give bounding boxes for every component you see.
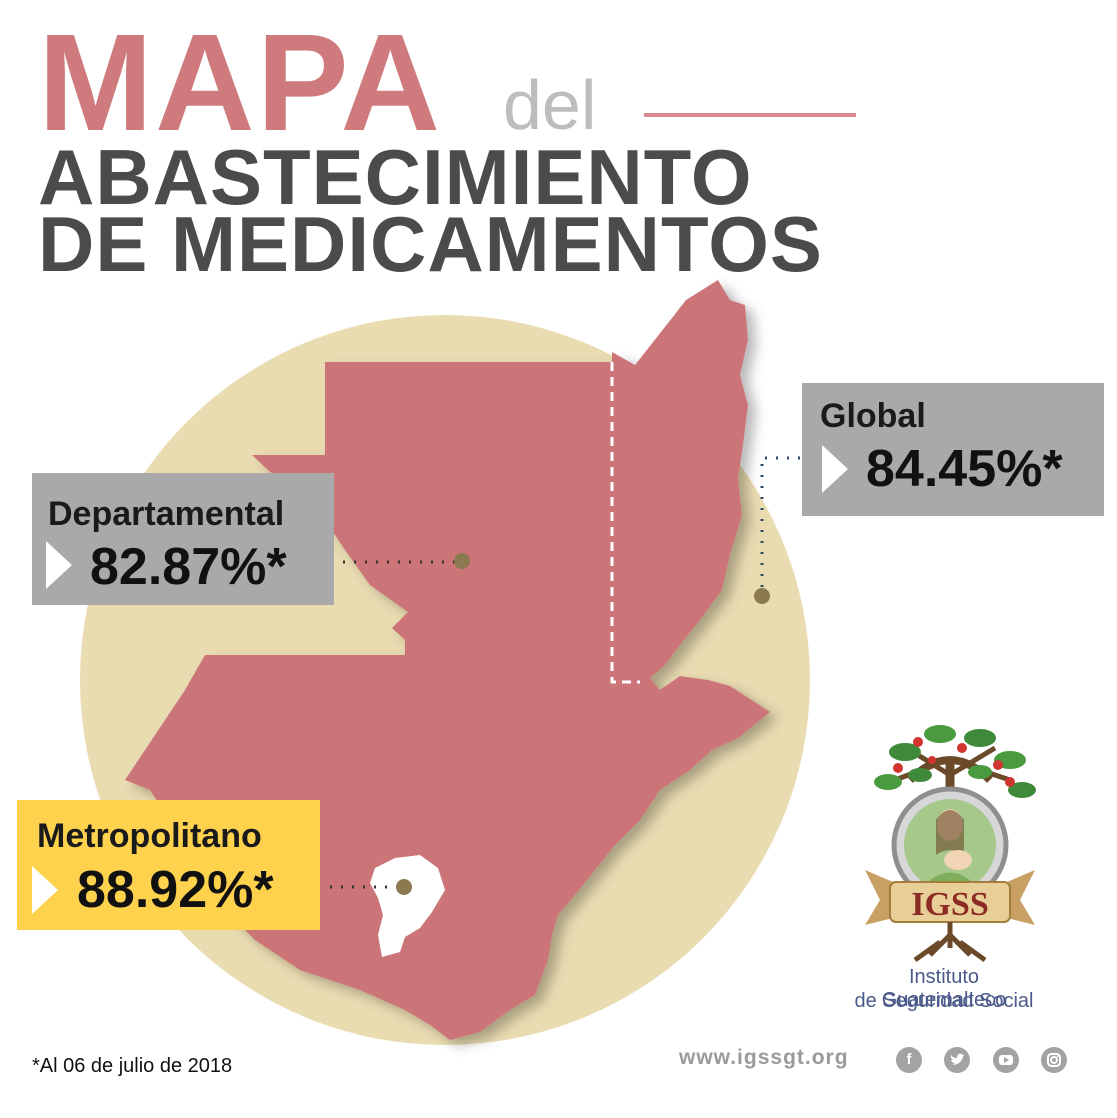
global-box: Global 84.45%* [802,383,1104,516]
departamental-marker [454,553,470,569]
metropolitano-box: Metropolitano 88.92%* [17,800,320,930]
global-label: Global [820,397,926,435]
title-decorative-line [644,113,856,117]
institution-name-line2: de Seguridad Social [854,990,1034,1012]
facebook-icon[interactable]: f [896,1047,922,1073]
tree-roots-icon [913,922,987,963]
title-de-medicamentos: DE MEDICAMENTOS [38,200,823,288]
institution-name-line1: Instituto Guatemalteco [881,966,1007,1011]
title-del: del [503,66,597,144]
play-triangle-icon [32,866,58,914]
title-mapa: MAPA [38,6,443,160]
dashed-divider [610,362,640,684]
departamental-box: Departamental 82.87%* [32,473,334,605]
play-triangle-icon [46,541,72,589]
metropolitano-value: 88.92%* [77,861,274,919]
igss-logo: IGSS [865,725,1036,963]
metropolitan-area [370,855,445,957]
instagram-icon[interactable] [1041,1047,1067,1073]
title-abastecimiento: ABASTECIMIENTO [38,133,753,221]
departamental-label: Departamental [48,495,285,533]
footnote-date: *Al 06 de julio de 2018 [32,1055,233,1077]
youtube-icon[interactable] [993,1047,1019,1073]
website-link[interactable]: www.igssgt.org [679,1046,849,1069]
twitter-icon[interactable] [944,1047,970,1073]
metropolitano-label: Metropolitano [37,817,262,855]
play-triangle-icon [822,445,848,493]
departamental-value: 82.87%* [90,538,287,596]
global-leader [760,456,800,590]
metropolitano-marker [396,879,412,895]
logo-acronym: IGSS [911,886,989,923]
global-value: 84.45%* [866,440,1063,498]
global-marker [754,588,770,604]
tree-foliage-icon [874,725,1036,805]
